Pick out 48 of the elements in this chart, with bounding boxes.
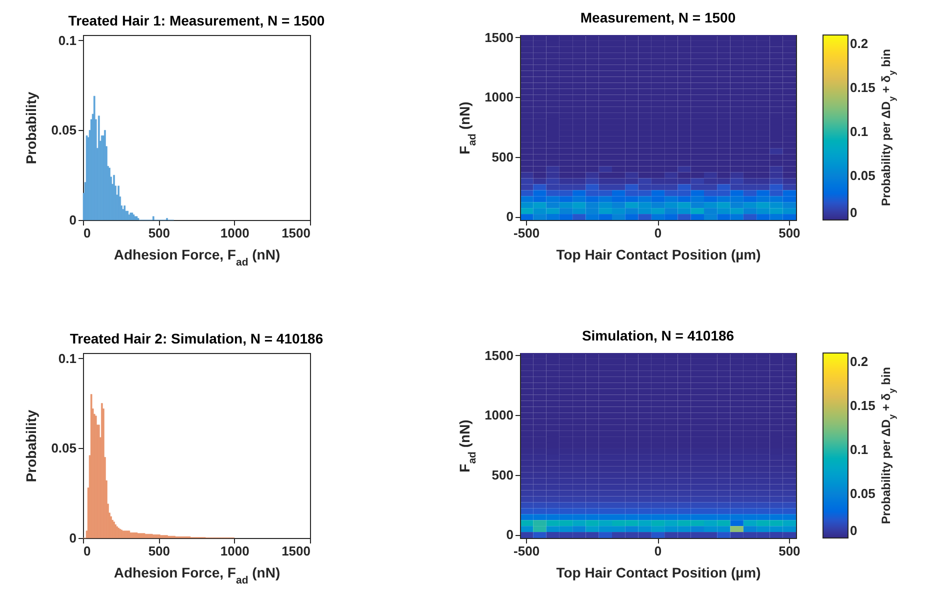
x-tick-label: -500: [514, 226, 540, 240]
y-tick-label: 0.1: [58, 32, 76, 48]
y-axis-title: Probability: [23, 92, 40, 164]
chart-title: Simulation, N = 410186: [582, 327, 734, 344]
color-bar-label: 0.05: [850, 168, 876, 183]
x-tick-label: 500: [778, 544, 800, 558]
chart-title: Measurement, N = 1500: [580, 9, 736, 26]
x-tick-label: 1000: [220, 544, 250, 558]
x-axis-title: Adhesion Force, F$_{ad}$ (nN): [114, 246, 280, 268]
color-bar-label: 0.1: [850, 442, 868, 457]
y-tick-label: 1000: [484, 408, 514, 423]
x-tick-label: 1000: [220, 226, 250, 240]
y-tick-label: 0.1: [58, 350, 76, 366]
y-tick-label: 1000: [484, 90, 514, 105]
color-bar-label: 0.2: [850, 36, 868, 51]
x-axis-title: Top Hair Contact Position (µm): [556, 564, 761, 580]
y-tick-label: 0.05: [51, 122, 76, 138]
color-bar-label: 0.1: [850, 124, 868, 139]
y-tick-label: 0: [69, 530, 76, 546]
y-tick-label: 0.05: [51, 440, 76, 456]
x-tick-label: 1500: [282, 226, 310, 240]
chart-title: Treated Hair 1: Measurement, N = 1500: [68, 12, 325, 28]
x-tick-label: 0: [654, 226, 662, 240]
x-tick-label: 500: [148, 544, 170, 558]
y-tick-label: 1500: [484, 30, 514, 45]
y-tick-label: 500: [492, 467, 514, 482]
y-tick-label: 500: [492, 149, 514, 164]
y-tick-label: 0: [69, 212, 76, 228]
x-axis-title: Top Hair Contact Position (µm): [556, 246, 761, 262]
color-bar-label: 0.05: [850, 486, 876, 501]
y-tick-label: 0: [506, 209, 514, 224]
x-tick-label: 0: [84, 544, 91, 558]
x-tick-label: 500: [148, 226, 170, 240]
x-axis-title: Adhesion Force, F$_{ad}$ (nN): [114, 564, 280, 586]
color-bar-label: 0.15: [850, 80, 876, 95]
x-tick-label: -500: [514, 544, 540, 558]
chart-title: Treated Hair 2: Simulation, N = 410186: [70, 330, 324, 346]
x-tick-label: 500: [778, 226, 800, 240]
y-tick-label: 0: [506, 527, 514, 542]
color-bar-label: 0: [850, 523, 858, 538]
color-bar-label: 0.15: [850, 398, 876, 413]
x-tick-label: 0: [84, 226, 91, 240]
color-bar-label: 0.2: [850, 354, 868, 369]
x-tick-label: 1500: [282, 544, 310, 558]
y-axis-title: Probability: [23, 410, 40, 482]
color-bar-label: 0: [850, 205, 858, 220]
y-tick-label: 1500: [484, 348, 514, 363]
x-tick-label: 0: [654, 544, 662, 558]
